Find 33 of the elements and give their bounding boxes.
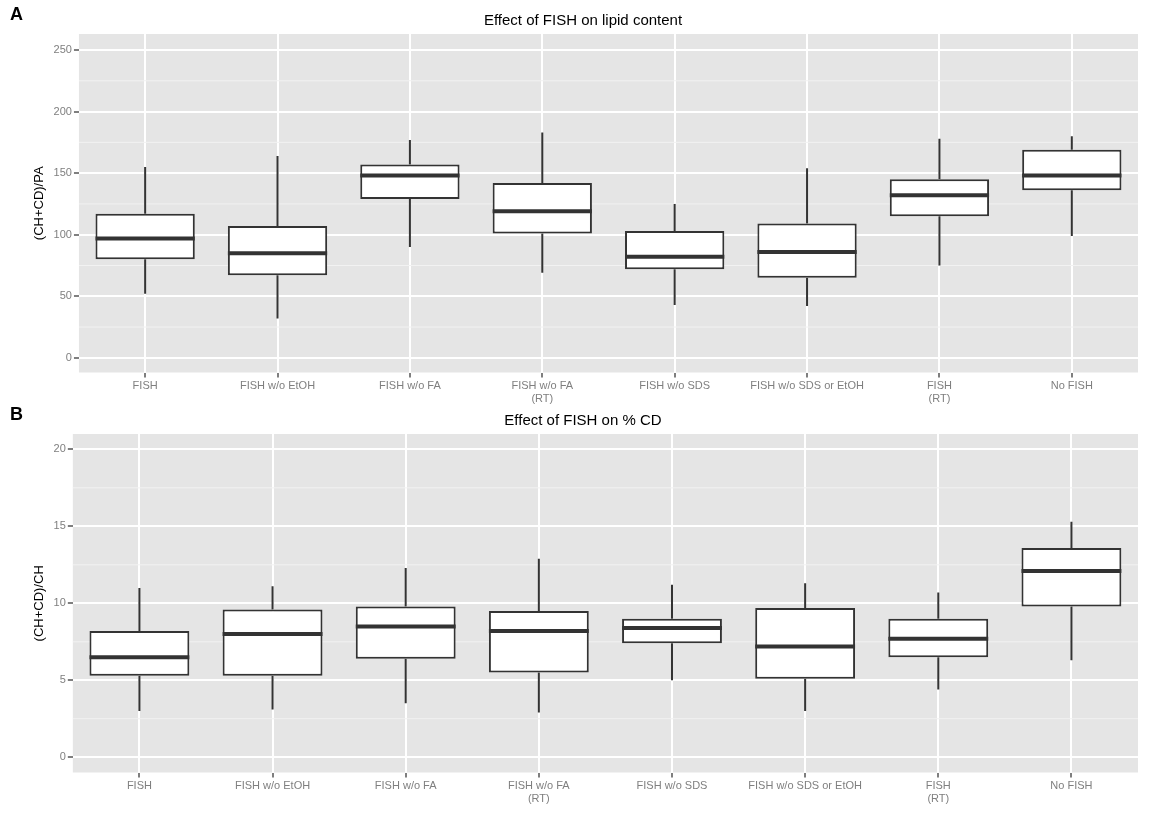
x-tick-label: FISH w/o FA [374,779,438,792]
y-tick-label: 5 [59,673,66,686]
chart-title: Effect of FISH on lipid content [483,11,683,29]
x-tick-label: FISH [132,379,158,392]
y-tick-label: 250 [53,43,72,56]
y-tick-label: 20 [53,442,66,455]
y-tick-label: 50 [59,289,72,302]
x-tick-label: FISH w/o FA [379,379,442,392]
y-tick-label: 15 [53,519,66,532]
y-tick-label: 0 [59,750,66,763]
x-tick-label: FISH w/o SDS [636,779,708,792]
x-tick-label: FISH w/o SDS or EtOH [748,779,863,792]
x-tick-label: FISH w/o EtOH [239,379,316,392]
text: B [10,404,23,425]
y-tick-label: 200 [53,104,72,117]
y-tick-label: 150 [53,166,72,179]
x-tick-label: FISH [126,779,152,792]
y-axis-title: (CH+CD)/PA [31,166,47,241]
y-tick-label: 10 [53,596,66,609]
x-tick-label: No FISH [1050,379,1093,392]
text: A [10,4,23,25]
chart-title: Effect of FISH on % CD [504,411,662,429]
y-tick-label: 0 [65,350,72,363]
y-axis-title: (CH+CD)/CH [31,565,47,642]
x-tick-label: No FISH [1050,779,1093,792]
x-tick-label: FISH w/o FA (RT) [511,379,574,405]
x-tick-label: FISH w/o SDS or EtOH [750,379,864,392]
x-tick-label: FISH (RT) [925,779,951,805]
x-tick-label: FISH w/o FA (RT) [507,779,571,805]
x-tick-label: FISH w/o EtOH [234,779,311,792]
y-tick-label: 100 [53,227,72,240]
x-tick-label: FISH (RT) [926,379,953,405]
x-tick-label: FISH w/o SDS [639,379,711,392]
